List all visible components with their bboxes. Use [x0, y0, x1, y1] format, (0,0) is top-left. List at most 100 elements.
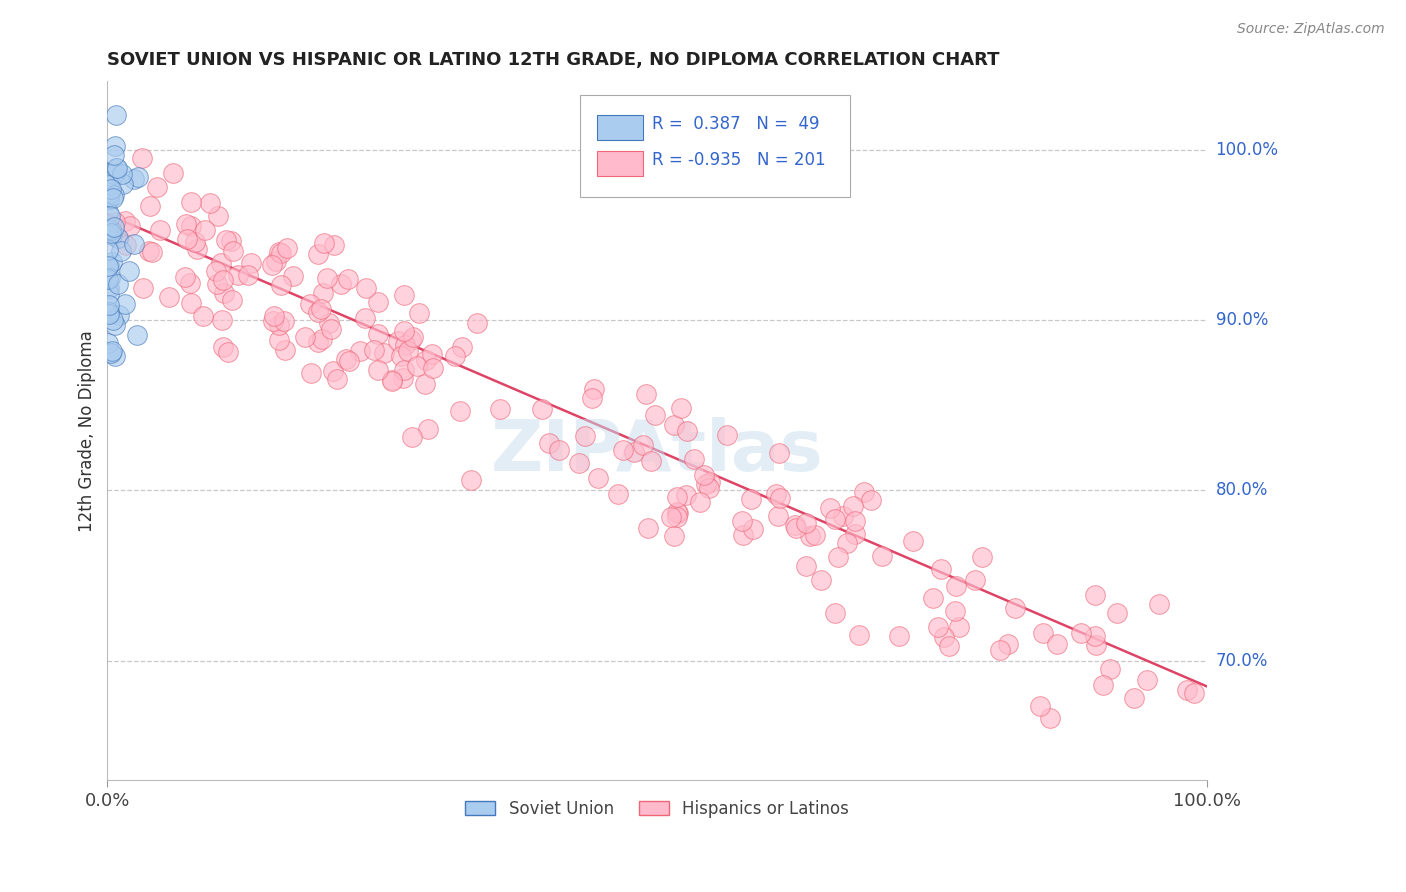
Point	[408, 306, 430, 320]
Point	[307, 305, 329, 319]
Point	[100, 186, 122, 201]
Point	[200, 195, 222, 210]
Point	[104, 139, 127, 153]
Text: 90.0%: 90.0%	[1216, 311, 1268, 329]
Point	[927, 620, 949, 634]
Point	[107, 230, 129, 244]
Point	[662, 418, 685, 433]
Point	[111, 167, 134, 181]
Point	[264, 254, 287, 268]
Point	[103, 148, 125, 162]
Point	[294, 330, 316, 344]
Point	[606, 486, 628, 500]
Point	[1084, 588, 1107, 602]
Text: Source: ZipAtlas.com: Source: ZipAtlas.com	[1237, 22, 1385, 37]
Point	[922, 591, 945, 605]
Point	[281, 269, 304, 284]
Point	[104, 349, 127, 363]
Point	[115, 237, 138, 252]
Point	[449, 403, 471, 417]
Text: ZIPAtlas: ZIPAtlas	[491, 417, 824, 486]
Point	[768, 446, 790, 460]
Point	[665, 505, 688, 519]
Point	[180, 296, 202, 310]
Point	[391, 371, 413, 385]
Point	[193, 309, 215, 323]
Point	[211, 313, 233, 327]
Point	[965, 574, 987, 588]
Point	[104, 318, 127, 333]
Point	[103, 191, 125, 205]
Point	[207, 209, 229, 223]
Point	[938, 639, 960, 653]
Point	[634, 387, 657, 401]
Point	[146, 180, 169, 194]
Point	[637, 521, 659, 535]
Point	[1149, 598, 1171, 612]
Point	[389, 349, 412, 363]
Point	[101, 313, 124, 327]
Point	[105, 161, 128, 176]
Point	[319, 322, 342, 336]
FancyBboxPatch shape	[596, 151, 643, 177]
Point	[1085, 639, 1108, 653]
Point	[103, 167, 125, 181]
Point	[299, 366, 322, 380]
Point	[312, 235, 335, 250]
Point	[274, 343, 297, 358]
Point	[149, 223, 172, 237]
Point	[270, 246, 292, 260]
Point	[114, 213, 136, 227]
Point	[212, 286, 235, 301]
Point	[97, 281, 120, 295]
Text: 80.0%: 80.0%	[1216, 482, 1268, 500]
Point	[98, 307, 121, 321]
Point	[298, 297, 321, 311]
Point	[394, 338, 416, 352]
Point	[824, 607, 846, 621]
Y-axis label: 12th Grade, No Diploma: 12th Grade, No Diploma	[79, 330, 96, 532]
Point	[675, 488, 697, 502]
Legend: Soviet Union, Hispanics or Latinos: Soviet Union, Hispanics or Latinos	[458, 793, 856, 824]
Point	[138, 198, 160, 212]
Point	[98, 178, 121, 192]
Point	[125, 327, 148, 342]
Text: R =  0.387   N =  49: R = 0.387 N = 49	[652, 115, 820, 133]
Point	[276, 241, 298, 255]
Point	[98, 193, 121, 207]
Point	[101, 344, 124, 359]
Point	[97, 336, 120, 351]
Point	[399, 333, 422, 347]
Point	[180, 194, 202, 209]
Point	[740, 492, 762, 507]
Point	[104, 161, 127, 175]
Point	[367, 363, 389, 377]
Point	[100, 271, 122, 285]
Point	[418, 422, 440, 436]
Point	[612, 442, 634, 457]
Point	[785, 521, 807, 535]
Point	[693, 468, 716, 483]
Point	[367, 294, 389, 309]
Point	[312, 286, 335, 301]
Point	[228, 268, 250, 282]
Point	[104, 108, 127, 122]
Text: 70.0%: 70.0%	[1216, 652, 1268, 670]
Point	[1045, 637, 1067, 651]
Point	[401, 430, 423, 444]
Point	[100, 182, 122, 196]
Point	[373, 346, 395, 360]
Point	[381, 373, 404, 387]
Point	[263, 309, 285, 323]
Point	[217, 345, 239, 359]
Point	[131, 151, 153, 165]
Point	[402, 330, 425, 344]
Point	[176, 217, 198, 231]
Point	[489, 401, 512, 416]
Point	[107, 277, 129, 291]
Point	[392, 363, 415, 377]
Point	[212, 341, 235, 355]
Point	[309, 301, 332, 316]
Point	[330, 277, 353, 291]
Point	[267, 333, 290, 347]
